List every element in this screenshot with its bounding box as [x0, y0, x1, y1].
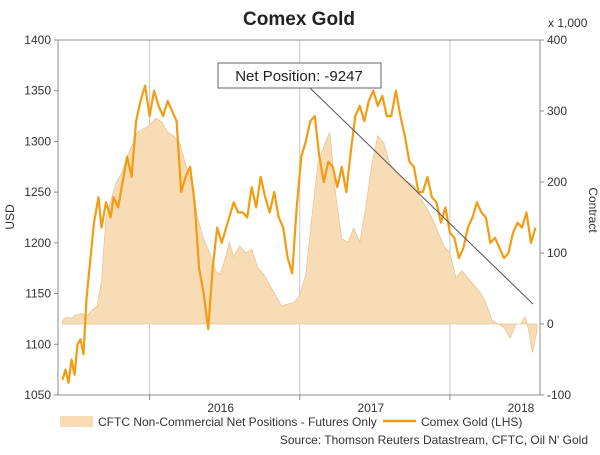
right-tick-label: 200 — [547, 175, 567, 189]
x-tick-label: 2016 — [207, 401, 234, 415]
right-tick-label: 0 — [547, 317, 554, 331]
right-tick-label: -100 — [547, 388, 571, 402]
left-tick-label: 1300 — [24, 134, 51, 148]
source-note: Source: Thomson Reuters Datastream, CFTC… — [280, 433, 588, 447]
legend-swatch-area — [60, 416, 93, 427]
gold-price-line — [61, 84, 537, 384]
x-axis-ticks: 2016 2017 2018 — [149, 395, 535, 415]
left-axis-ticks: 1050 1100 1150 1200 1250 1300 1350 1400 — [24, 33, 58, 402]
left-axis-label: USD — [3, 204, 17, 230]
left-tick-label: 1050 — [24, 388, 51, 402]
right-tick-label: 400 — [547, 33, 567, 47]
legend-item-gold: Comex Gold (LHS) — [383, 415, 522, 429]
left-tick-label: 1250 — [24, 185, 51, 199]
legend-item-net-positions: CFTC Non-Commercial Net Positions - Futu… — [60, 415, 377, 429]
x-tick-label: 2018 — [508, 401, 535, 415]
left-tick-label: 1350 — [24, 84, 51, 98]
left-tick-label: 1150 — [25, 287, 51, 301]
right-axis-multiplier: x 1,000 — [548, 16, 588, 30]
chart-title: Comex Gold — [243, 9, 355, 30]
legend-label-gold: Comex Gold (LHS) — [421, 415, 522, 429]
left-tick-label: 1100 — [25, 337, 51, 351]
legend: CFTC Non-Commercial Net Positions - Futu… — [60, 415, 522, 429]
plot-frame — [57, 39, 541, 396]
right-tick-label: 100 — [547, 246, 567, 260]
annotation: Net Position: -9247 — [217, 62, 534, 305]
annotation-box — [217, 62, 382, 89]
annotation-text: Net Position: -9247 — [235, 68, 363, 85]
right-axis-ticks: -100 0 100 200 300 400 — [540, 33, 571, 402]
left-tick-label: 1200 — [24, 236, 51, 250]
x-tick-label: 2017 — [357, 401, 384, 415]
right-tick-label: 300 — [547, 104, 567, 118]
left-tick-label: 1400 — [24, 33, 51, 47]
gold-price-line-group — [61, 84, 537, 384]
legend-label-net-positions: CFTC Non-Commercial Net Positions - Futu… — [98, 415, 377, 429]
annotation-leader-line — [309, 87, 534, 305]
right-axis-label: Contract — [586, 187, 600, 233]
